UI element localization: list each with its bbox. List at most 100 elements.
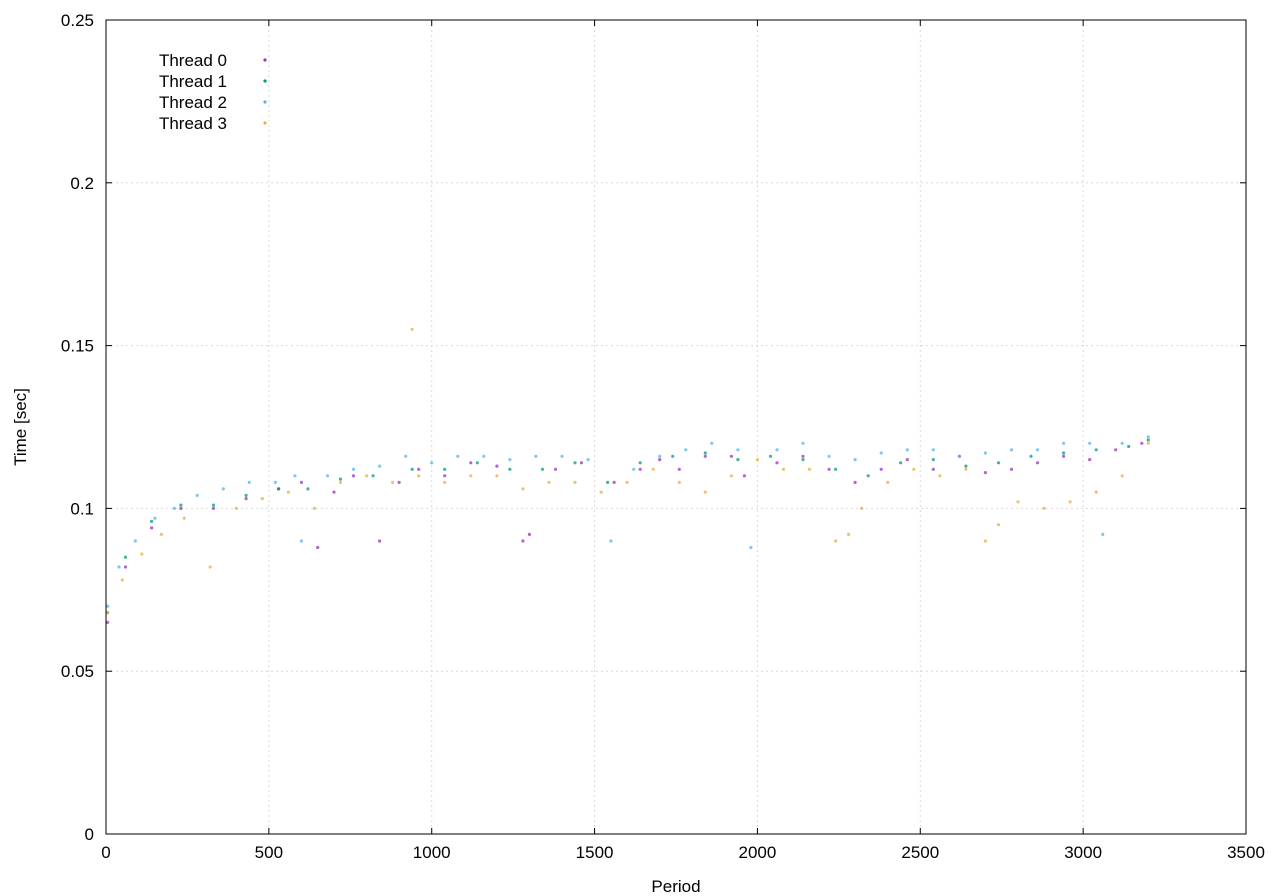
data-point [351, 467, 356, 471]
data-point [293, 474, 297, 478]
data-point [338, 477, 343, 481]
data-point [469, 461, 473, 465]
data-point [540, 467, 545, 471]
series-0 [106, 441, 1144, 625]
data-point [273, 480, 277, 484]
data-point [781, 467, 786, 471]
data-point [338, 480, 343, 484]
data-point [742, 474, 747, 478]
x-tick-label: 2500 [901, 843, 939, 862]
data-point [133, 539, 137, 543]
plot-frame [105, 19, 1247, 835]
data-point [983, 539, 988, 543]
data-point [456, 454, 460, 458]
y-tick-label: 0.15 [61, 337, 94, 356]
data-point [632, 467, 636, 471]
data-point [1146, 441, 1150, 445]
x-tick-label: 0 [101, 843, 110, 862]
data-point [508, 467, 512, 471]
axis-ticks: 0 500 1000 1500 2000 2500 3000 3500 0 0.05 0.1 0.15… [61, 11, 1265, 862]
data-point [801, 458, 805, 462]
data-point [1016, 500, 1020, 504]
data-point [886, 480, 890, 484]
data-point [801, 441, 805, 445]
data-point [1146, 435, 1150, 439]
data-point [211, 506, 216, 510]
data-point [1127, 444, 1131, 449]
data-point [244, 493, 248, 497]
data-point [378, 539, 382, 543]
data-point [417, 474, 421, 478]
data-point [260, 497, 264, 501]
data-point [391, 480, 395, 484]
data-point [150, 519, 154, 524]
legend-marker [263, 58, 267, 62]
data-point [1062, 451, 1066, 455]
data-point [443, 474, 447, 478]
data-point [140, 552, 144, 556]
data-point [729, 454, 734, 458]
y-axis-title: Time [sec] [11, 388, 30, 466]
x-tick-label: 1500 [576, 843, 614, 862]
data-point [1101, 532, 1105, 537]
data-point [729, 474, 734, 478]
data-point [371, 474, 375, 478]
data-point [853, 480, 857, 484]
y-tick-label: 0.1 [70, 499, 94, 518]
data-point [957, 454, 962, 458]
data-point [736, 448, 740, 452]
data-point [123, 555, 128, 559]
data-point [286, 490, 290, 494]
data-point [1009, 448, 1014, 452]
data-point [996, 461, 1001, 465]
data-point [123, 565, 128, 569]
data-point [807, 467, 812, 471]
data-point [1088, 441, 1092, 445]
data-point [1068, 500, 1072, 504]
data-point [1120, 441, 1124, 445]
data-point [306, 487, 310, 491]
data-point [905, 448, 909, 452]
data-point [553, 467, 558, 471]
data-point [299, 480, 303, 484]
data-point [638, 461, 642, 465]
data-point [1094, 490, 1098, 494]
data-point [827, 467, 831, 471]
legend-marker [263, 121, 267, 125]
data-point [534, 454, 538, 458]
data-point [495, 464, 499, 468]
legend: Thread 0 Thread 1 Thread 2 Thread 3 [159, 51, 267, 133]
data-point [521, 487, 525, 491]
data-point [195, 493, 199, 497]
data-point [475, 461, 479, 465]
data-points [106, 327, 1150, 625]
data-point [775, 461, 779, 465]
data-point [736, 458, 740, 462]
data-point [106, 611, 110, 615]
data-point [150, 526, 154, 530]
data-point [703, 490, 707, 494]
data-point [443, 480, 447, 484]
y-tick-label: 0.2 [70, 174, 94, 193]
data-point [599, 490, 603, 494]
x-axis-title: Period [651, 877, 700, 896]
data-point [899, 461, 903, 465]
data-point [847, 532, 851, 537]
data-point [671, 454, 675, 458]
data-point [1120, 474, 1124, 478]
data-point [547, 480, 551, 484]
data-point [159, 532, 163, 537]
data-point [931, 458, 935, 462]
data-point [879, 467, 883, 471]
data-point [651, 467, 655, 471]
data-point [912, 467, 916, 471]
data-point [1042, 506, 1046, 510]
data-point [443, 467, 447, 471]
data-point [1035, 461, 1040, 465]
data-point [410, 327, 414, 331]
data-point [749, 545, 753, 550]
data-point [625, 480, 629, 484]
data-point [677, 480, 681, 484]
data-point [677, 467, 681, 471]
data-point [527, 532, 532, 537]
